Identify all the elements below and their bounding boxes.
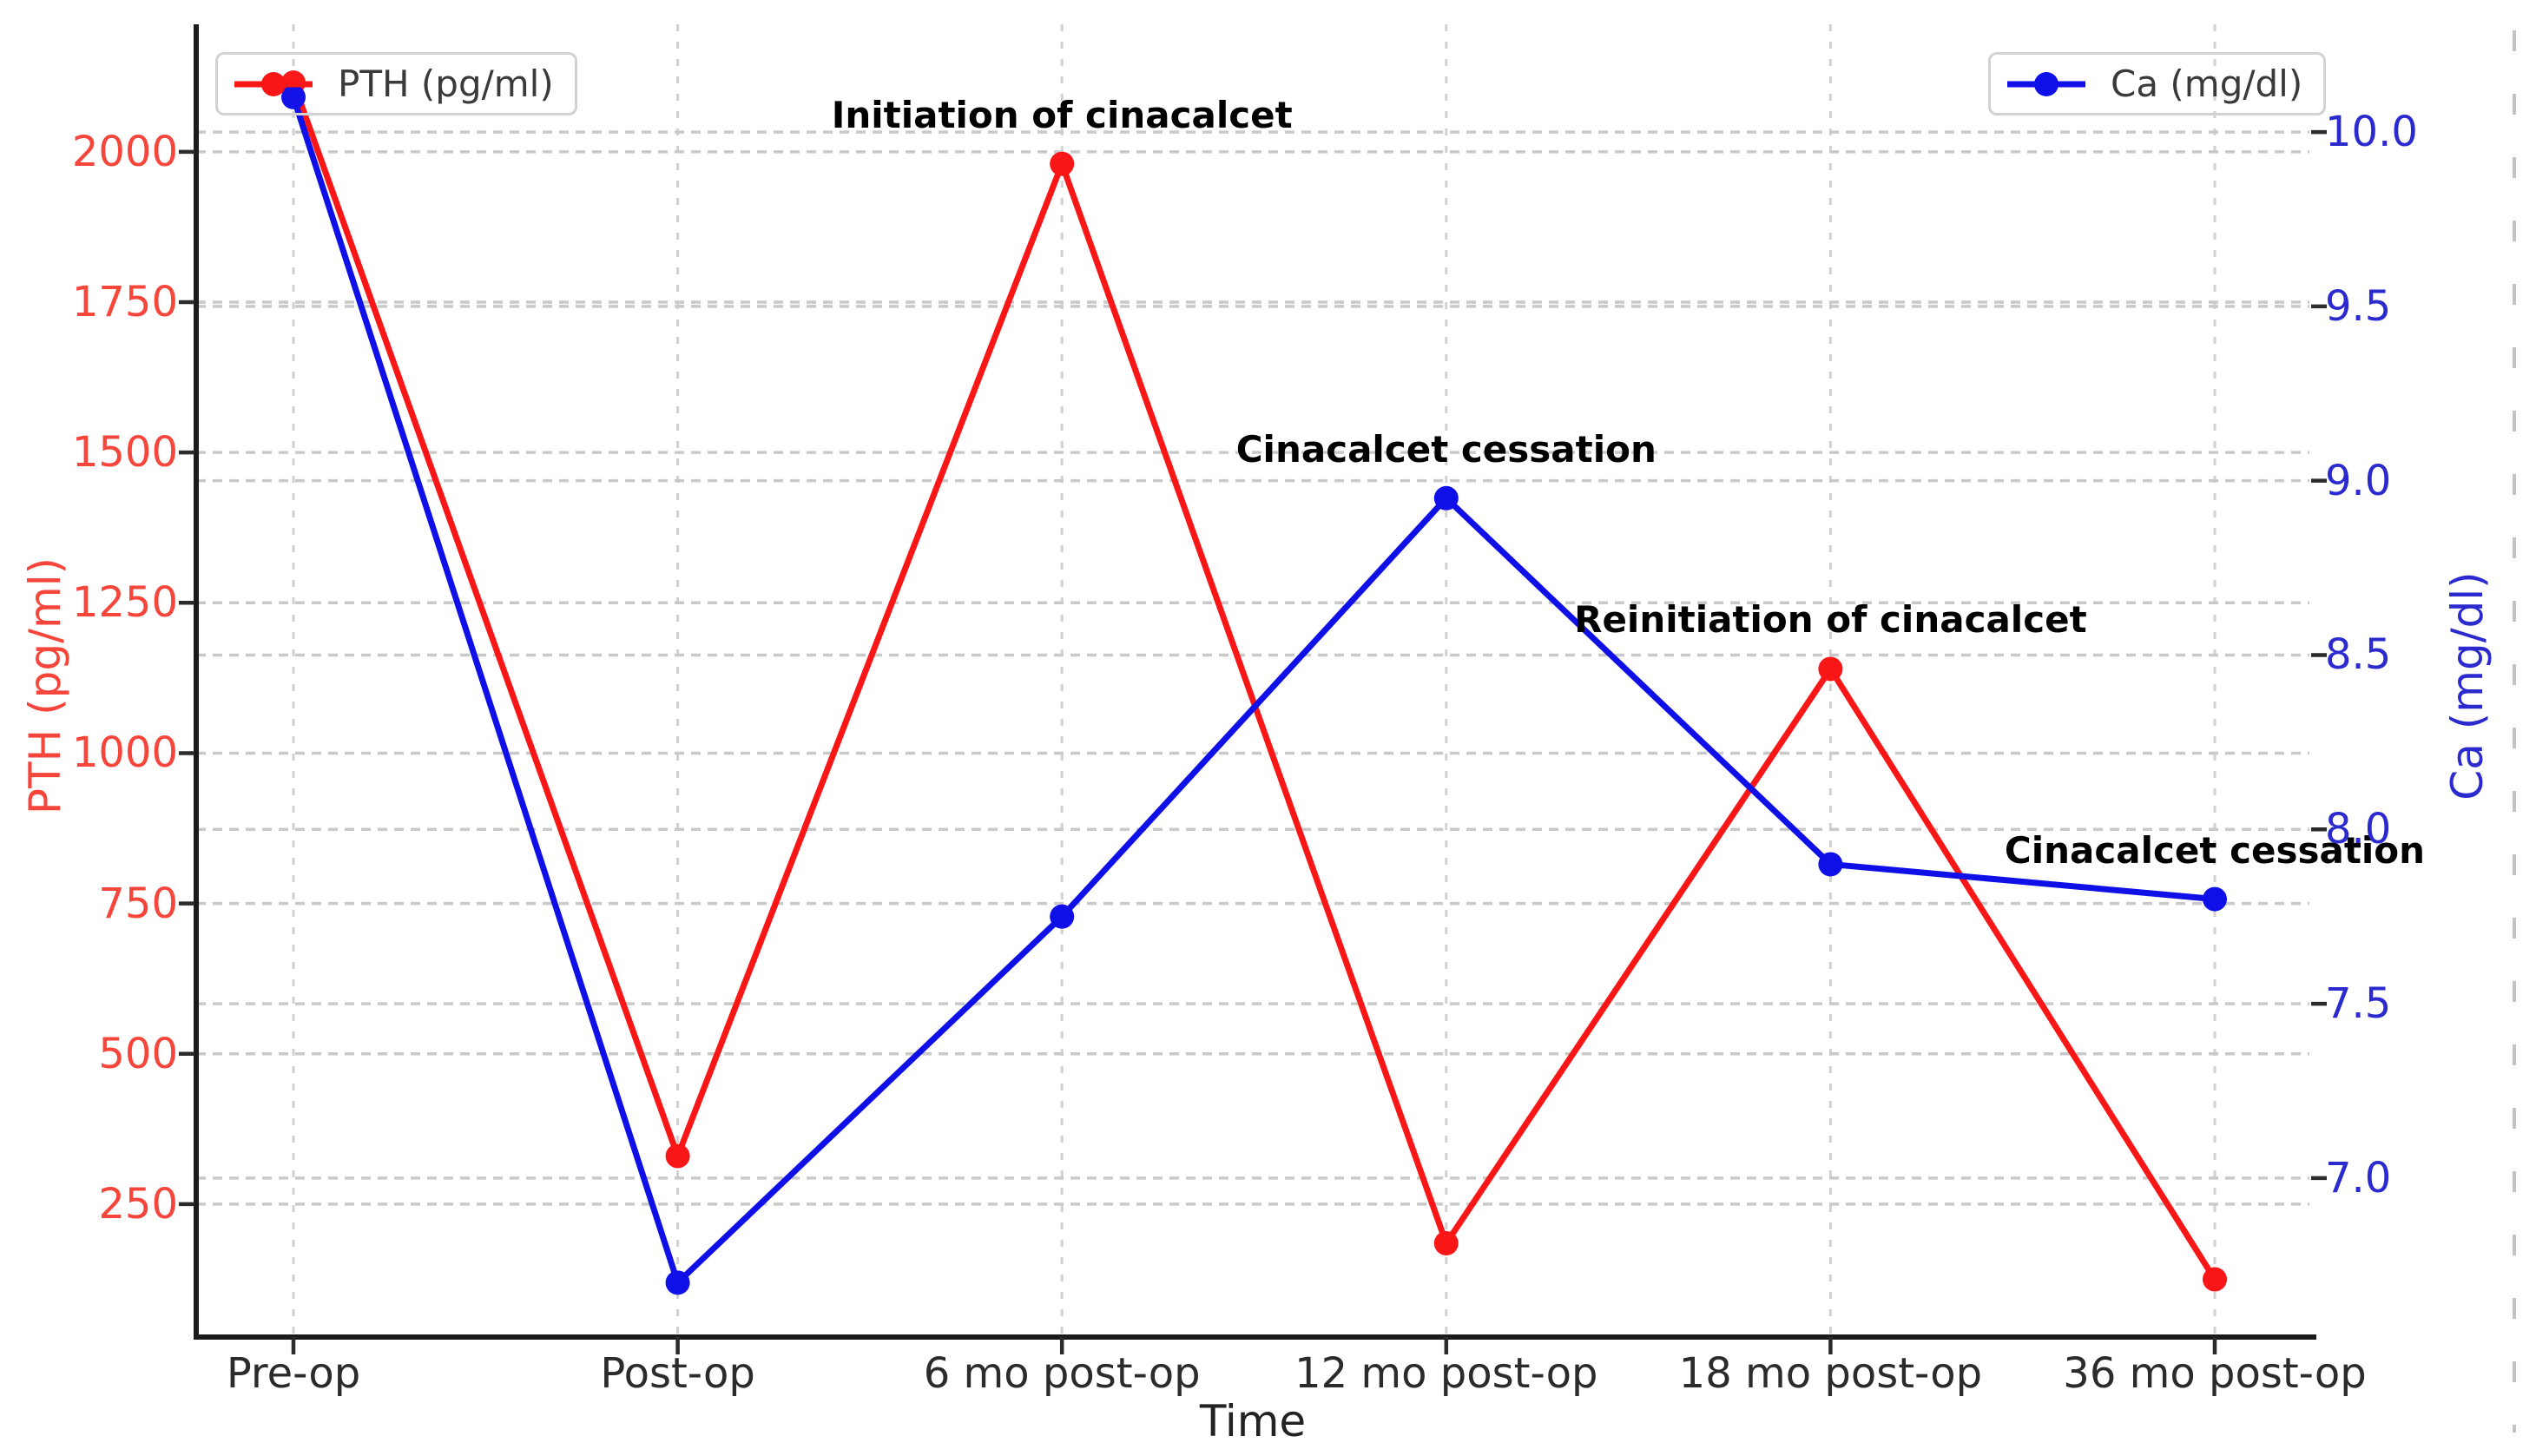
left-axis-tick-label: 500	[98, 1029, 178, 1078]
right-axis-tick-label: 10.0	[2325, 108, 2418, 157]
right-y-axis-title: Ca (mg/dl)	[2442, 571, 2493, 800]
legend-pth-label: PTH (pg/ml)	[338, 63, 554, 105]
x-axis-tick-label: 6 mo post-op	[923, 1349, 1201, 1398]
annotation-cinacalcet-cessation-1: Cinacalcet cessation	[1235, 427, 1657, 471]
left-axis-tick-label: 1250	[71, 578, 178, 628]
data-point-pth-5	[2203, 1267, 2227, 1292]
legend-pth: PTH (pg/ml)	[215, 52, 577, 115]
right-axis-tick-label: 7.0	[2325, 1153, 2392, 1202]
left-axis-tick-label: 1750	[71, 277, 178, 326]
annotation-cinacalcet-cessation-2: Cinacalcet cessation	[2004, 828, 2426, 872]
right-axis-tick-label: 7.5	[2325, 979, 2392, 1029]
data-point-pth-3	[1433, 1230, 1459, 1255]
data-point-ca-5	[2203, 886, 2227, 912]
left-axis-tick-label: 1000	[71, 728, 178, 778]
x-axis-tick-label: Post-op	[600, 1349, 755, 1398]
right-axis-tick-label: 8.0	[2325, 805, 2392, 854]
x-axis-tick-label: Pre-op	[226, 1349, 361, 1398]
legend-ca-label: Ca (mg/dl)	[2111, 63, 2303, 105]
x-axis-title: Time	[1199, 1396, 1307, 1446]
series-line-pth	[290, 79, 2218, 1283]
x-axis-tick-label: 36 mo post-op	[2063, 1349, 2367, 1398]
left-axis-tick-label: 750	[98, 879, 178, 928]
left-axis-tick-label: 250	[98, 1179, 178, 1229]
left-axis-tick-label: 2000	[71, 127, 178, 176]
legend-pth-line-sample-icon	[234, 71, 313, 96]
legend-ca-line-sample-icon	[2007, 71, 2085, 96]
data-point-ca-2	[1050, 904, 1075, 929]
x-axis-tick-label: 18 mo post-op	[1678, 1349, 1983, 1398]
legend-ca: Ca (mg/dl)	[1988, 52, 2327, 115]
right-axis-tick-label: 8.5	[2325, 630, 2392, 680]
right-axis-tick-label: 9.5	[2325, 281, 2392, 331]
annotation-initiation-of-cinacalcet: Initiation of cinacalcet	[831, 93, 1293, 136]
data-point-ca-3	[1433, 485, 1459, 511]
data-point-pth-4	[1818, 656, 1843, 682]
x-axis-tick-label: 12 mo post-op	[1294, 1349, 1598, 1398]
right-axis-tick-label: 9.0	[2325, 456, 2392, 505]
data-point-ca-1	[665, 1270, 690, 1295]
data-point-ca-4	[1818, 852, 1843, 877]
series-line-ca	[290, 94, 2218, 1286]
data-point-ca-0	[281, 84, 306, 109]
left-axis-tick-label: 1500	[71, 428, 178, 478]
data-point-pth-1	[665, 1143, 690, 1169]
annotation-reinitiation-of-cinacalcet: Reinitiation of cinacalcet	[1574, 598, 2087, 642]
data-point-pth-2	[1050, 151, 1075, 176]
